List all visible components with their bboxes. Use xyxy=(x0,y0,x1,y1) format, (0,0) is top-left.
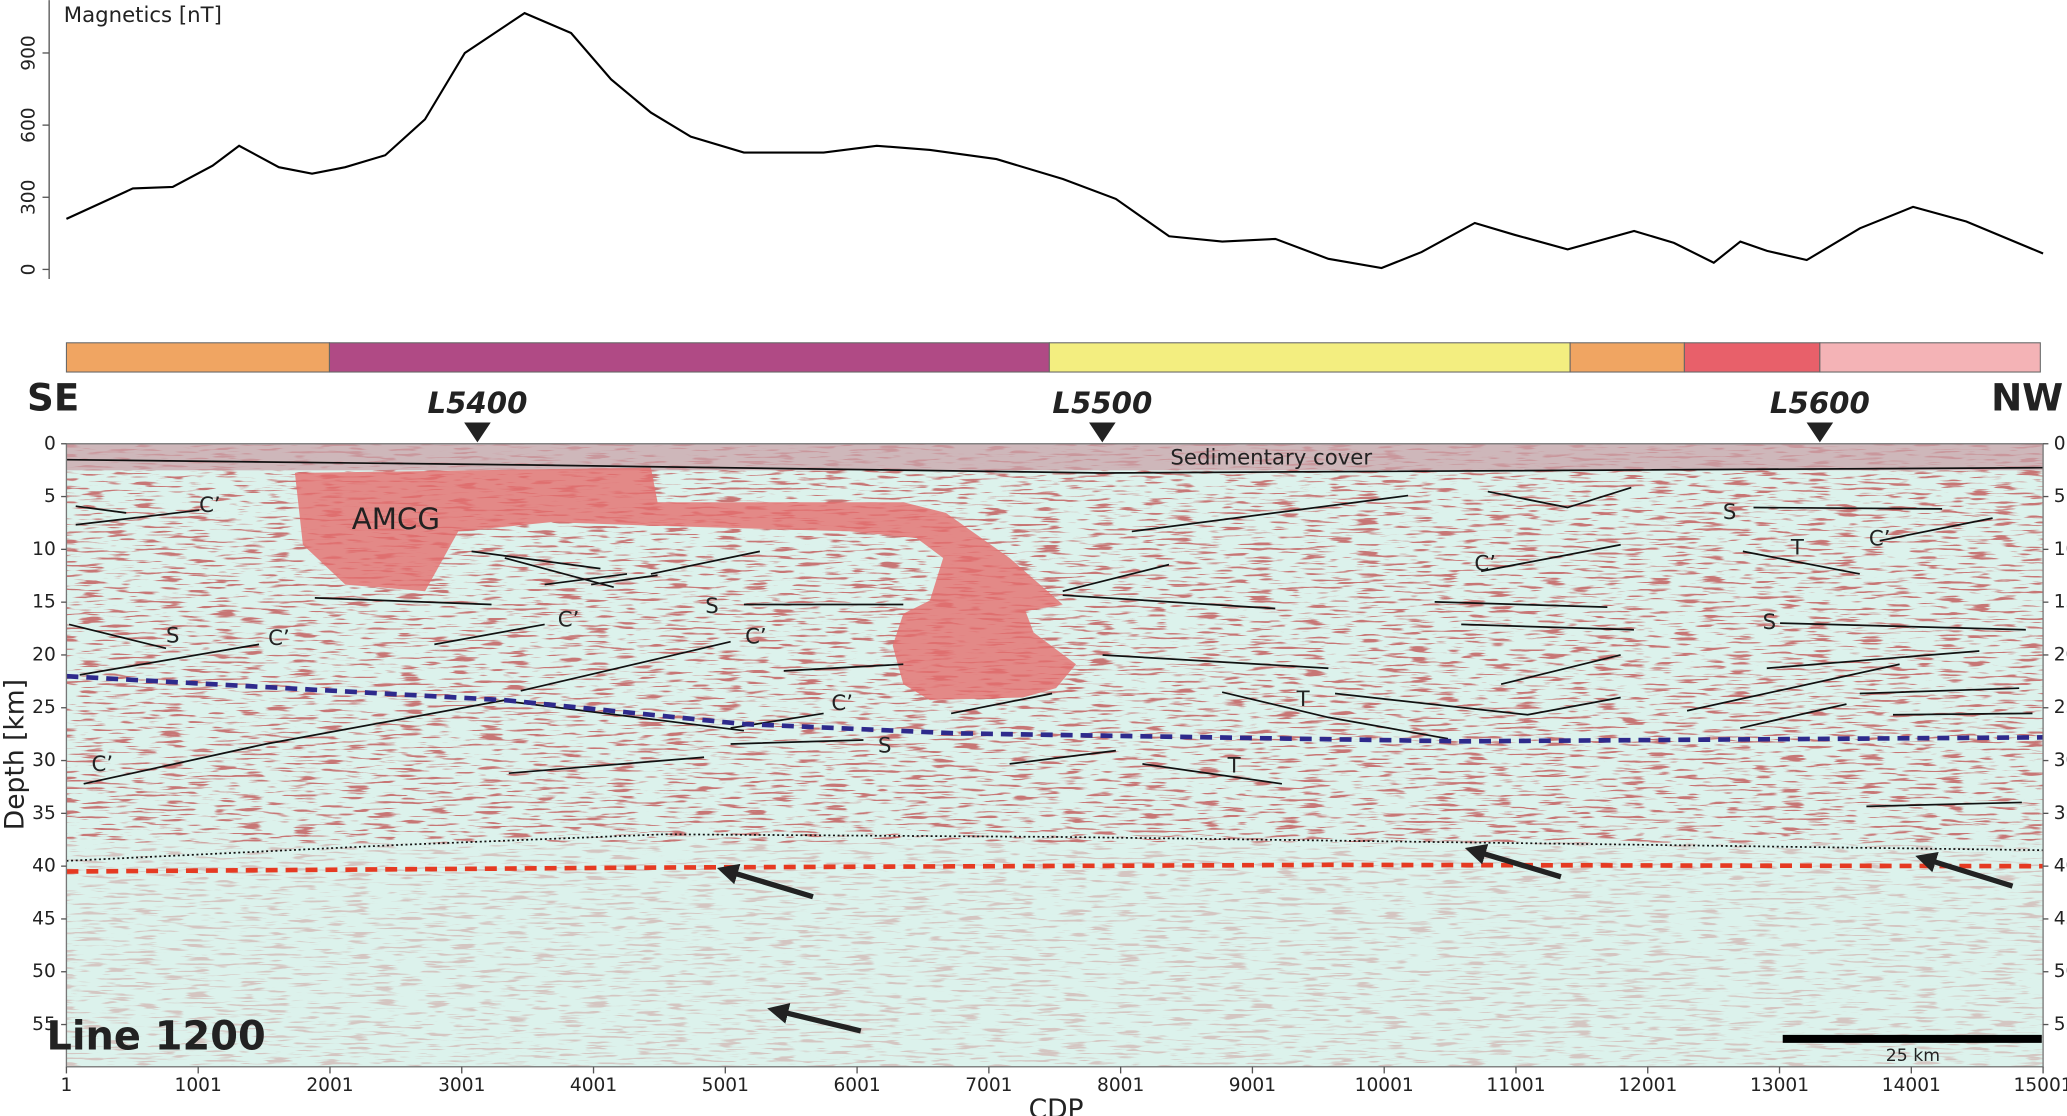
annotation: C’ xyxy=(1474,552,1496,577)
x-tick-label: 12001 xyxy=(1618,1075,1677,1096)
magnetics-panel: Magnetics [nT] 0 300 600 900 xyxy=(19,0,2044,280)
x-tick-label: 5001 xyxy=(702,1075,749,1096)
annotation: Sedimentary cover xyxy=(1170,445,1372,470)
y-tick-label: 0 xyxy=(19,264,40,276)
annotation: T xyxy=(1296,687,1311,712)
y-tick-label: 10 xyxy=(32,539,56,560)
line-crossing-label: L5600 xyxy=(1770,386,1870,420)
seismic-section: 25 km Line 1200 CDP Depth [km] SE NW 1 10… xyxy=(0,342,2067,1116)
x-axis-label: CDP xyxy=(1029,1094,1084,1116)
left-direction: SE xyxy=(27,375,79,419)
line-crossing-marker xyxy=(464,422,491,443)
x-tick-label: 2001 xyxy=(306,1075,353,1096)
zone xyxy=(1683,342,1821,373)
annotation: C’ xyxy=(91,752,113,777)
magnetic-line xyxy=(65,11,2044,270)
y2-tick-label: 5 xyxy=(2054,486,2066,507)
x-tick-label: 10001 xyxy=(1355,1075,1414,1096)
line-crossing-label: L5500 xyxy=(1052,386,1152,420)
amcg-body xyxy=(294,467,1077,701)
y-tick-label: 50 xyxy=(32,961,56,982)
annotation: T xyxy=(1227,754,1242,779)
x-tick-label: 8001 xyxy=(1097,1075,1144,1096)
y-tick-label: 35 xyxy=(32,803,56,824)
y-tick-label: 20 xyxy=(32,644,56,665)
x-tick-label: 6001 xyxy=(833,1075,880,1096)
right-direction: NW xyxy=(1991,375,2063,419)
annotation: S xyxy=(166,623,180,648)
annotation: C’ xyxy=(745,625,767,650)
y-tick-label: 30 xyxy=(32,750,56,771)
scale-bar-label: 25 km xyxy=(1886,1046,1940,1066)
y-tick-label: 5 xyxy=(44,486,56,507)
y-tick-label: 55 xyxy=(32,1014,56,1035)
line-crossing-marker xyxy=(1806,422,1834,443)
annotation: C’ xyxy=(268,626,290,651)
arrow xyxy=(1915,851,2014,889)
section-frame xyxy=(65,443,2044,1068)
sedimentary-cover xyxy=(66,443,2044,471)
y2-tick-label: 10 xyxy=(2054,539,2067,560)
y2-tick-label: 50 xyxy=(2054,961,2067,982)
annotation: T xyxy=(1790,536,1805,561)
x-tick-label: 13001 xyxy=(1750,1075,1809,1096)
x-tick-label: 7001 xyxy=(965,1075,1012,1096)
annotation: C’ xyxy=(199,493,221,518)
annotation: AMCG xyxy=(352,502,440,536)
x-tick-label: 11001 xyxy=(1486,1075,1545,1096)
annotation: S xyxy=(1723,500,1737,525)
blue-horizon xyxy=(66,673,2044,744)
y2-tick-label: 20 xyxy=(2054,644,2067,665)
section-title: Line 1200 xyxy=(46,1013,265,1059)
arrow xyxy=(716,863,814,900)
reflectivity xyxy=(66,842,2044,1067)
zone xyxy=(1569,342,1685,373)
y-tick-label: 25 xyxy=(32,697,56,718)
y2-tick-label: 30 xyxy=(2054,750,2067,771)
y-tick-label: 15 xyxy=(32,592,56,613)
x-tick-label: 3001 xyxy=(438,1075,485,1096)
zone xyxy=(1819,342,2041,373)
annotation: S xyxy=(878,734,892,759)
y-tick-label: 600 xyxy=(19,107,40,142)
y2-tick-label: 55 xyxy=(2054,1014,2067,1035)
annotation: C’ xyxy=(831,691,853,716)
annotation: S xyxy=(1763,610,1777,635)
cover-base xyxy=(66,458,2044,474)
y-axis-label: Magnetics [nT] xyxy=(64,3,222,28)
x-tick-label: 9001 xyxy=(1229,1075,1276,1096)
x-tick-label: 1 xyxy=(61,1075,73,1096)
y2-tick-label: 0 xyxy=(2054,433,2066,454)
arrow xyxy=(1464,843,1562,880)
zone xyxy=(65,342,330,373)
x-tick-label: 14001 xyxy=(1882,1075,1941,1096)
red-horizon xyxy=(66,862,2044,874)
y2-tick-label: 40 xyxy=(2054,856,2067,877)
y-tick-label: 300 xyxy=(19,180,40,215)
interpreted-reflectors xyxy=(68,486,2033,808)
x-tick-label: 1001 xyxy=(175,1075,222,1096)
y-tick-label: 0 xyxy=(44,433,56,454)
y-tick-label: 45 xyxy=(32,908,56,929)
annotation: C’ xyxy=(1869,526,1891,551)
y2-tick-label: 35 xyxy=(2054,803,2067,824)
y-tick-label: 40 xyxy=(32,856,56,877)
y2-tick-label: 45 xyxy=(2054,908,2067,929)
y-tick-label: 900 xyxy=(19,35,40,70)
zone xyxy=(328,342,1050,373)
line-crossing-marker xyxy=(1089,422,1116,443)
arrow xyxy=(767,1002,862,1034)
x-tick-label: 15001 xyxy=(2014,1075,2067,1096)
y2-tick-label: 25 xyxy=(2054,697,2067,718)
zone xyxy=(1048,342,1571,373)
annotation: S xyxy=(705,594,719,619)
annotation: C’ xyxy=(558,607,580,632)
line-crossing-label: L5400 xyxy=(427,386,527,420)
y2-tick-label: 15 xyxy=(2054,592,2067,613)
arrows xyxy=(716,843,2014,1034)
y-axis-label: Depth [km] xyxy=(0,679,30,830)
x-tick-label: 4001 xyxy=(570,1075,617,1096)
